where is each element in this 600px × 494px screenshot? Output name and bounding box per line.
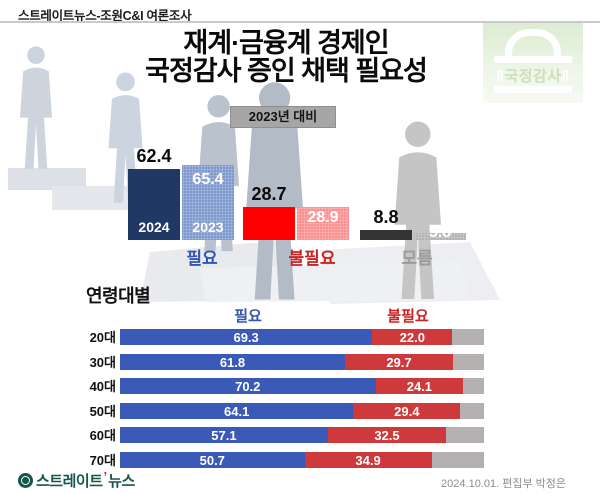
segment-need-value: 57.1 — [211, 427, 237, 443]
segment-need: 70.2 — [120, 378, 376, 394]
age-bar-20대: 69.3 22.0 — [120, 329, 484, 345]
segment-noneed: 34.9 — [304, 452, 432, 468]
segment-need-value: 70.2 — [235, 378, 261, 394]
segment-noneed-value: 29.4 — [394, 403, 420, 419]
logo-text-2: 뉴스 — [108, 473, 135, 490]
age-row-20대: 20대 69.3 22.0 — [0, 329, 600, 346]
segment-need: 64.1 — [120, 403, 354, 419]
age-label-50대: 50대 — [89, 404, 116, 419]
value-2023-3: 5.8 — [428, 224, 452, 241]
category-label-3: 모름 — [401, 249, 433, 268]
segment-noneed-value: 34.9 — [355, 452, 381, 468]
title-line-1: 재계·금융계 경제인 — [183, 28, 389, 58]
value-2024-3: 8.8 — [373, 207, 399, 227]
age-label-20대: 20대 — [89, 330, 116, 345]
gov-audit-stamp: ‖국정감사‖ — [483, 23, 583, 103]
title-line-2: 국정감사 증인 채택 필요성 — [145, 56, 428, 86]
logo-tick-icon: ’ — [103, 469, 108, 484]
segment-need-value: 69.3 — [233, 329, 259, 345]
segment-noneed-value: 24.1 — [406, 378, 433, 394]
year-label-2024: 2024 — [138, 219, 170, 235]
stamp-text: 국정감사 — [504, 68, 562, 85]
value-2024-1: 62.4 — [136, 146, 172, 166]
stamp-bottom-bar — [494, 86, 572, 93]
logo-text-1: 스트레이트 — [36, 473, 103, 490]
age-bar-50대: 64.1 29.4 — [120, 403, 484, 419]
category-label-1: 필요 — [186, 249, 218, 268]
age-bar-30대: 61.8 29.7 — [120, 354, 484, 370]
segment-need-value: 64.1 — [224, 403, 250, 419]
age-label-70대: 70대 — [89, 453, 116, 468]
bar-2023-1 — [182, 165, 234, 240]
age-label-30대: 30대 — [89, 355, 116, 370]
column-header-need: 필요 — [234, 308, 262, 325]
pillar-icon: ‖ — [496, 68, 505, 85]
bar-2024-1 — [128, 169, 180, 240]
age-row-30대: 30대 61.8 29.7 — [0, 354, 600, 371]
segment-rest — [453, 354, 484, 370]
segment-noneed-value: 29.7 — [386, 354, 412, 370]
stamp-top-bar — [494, 56, 572, 63]
segment-noneed: 22.0 — [372, 329, 453, 345]
segment-noneed-value: 32.5 — [374, 427, 400, 443]
segment-rest — [460, 403, 484, 419]
segment-noneed: 29.7 — [344, 354, 454, 370]
age-bar-70대: 50.7 34.9 — [120, 452, 484, 468]
year-label-2023: 2023 — [192, 219, 224, 235]
segment-rest — [446, 427, 484, 443]
age-label-40대: 40대 — [89, 379, 116, 394]
segment-need-value: 61.8 — [219, 354, 246, 370]
masthead-divider — [0, 21, 600, 23]
column-header-noneed: 불필요 — [387, 308, 429, 325]
logo-globe-icon — [18, 473, 33, 488]
category-label-2: 불필요 — [288, 249, 336, 268]
age-row-40대: 40대 70.2 24.1 — [0, 378, 600, 395]
credit-line: 2024.10.01. 편집부 박정은 — [441, 478, 566, 490]
pillar-icon: ‖ — [561, 68, 570, 85]
segment-noneed: 32.5 — [327, 427, 447, 443]
age-bar-40대: 70.2 24.1 — [120, 378, 484, 394]
segment-need: 50.7 — [120, 452, 305, 468]
masthead-source: 스트레이트뉴스-조원C&I 여론조사 — [18, 9, 192, 23]
age-label-60대: 60대 — [89, 428, 116, 443]
age-row-70대: 70대 50.7 34.9 — [0, 452, 600, 469]
value-2023-1: 65.4 — [192, 171, 224, 188]
segment-noneed: 24.1 — [375, 378, 464, 394]
age-chart-heading: 연령대별 — [86, 286, 151, 306]
segment-rest — [452, 329, 484, 345]
segment-need-value: 50.7 — [199, 452, 225, 468]
segment-noneed-value: 22.0 — [399, 329, 425, 345]
age-row-50대: 50대 64.1 29.4 — [0, 403, 600, 420]
globe-ring — [21, 476, 30, 485]
segment-rest — [431, 452, 484, 468]
value-2024-2: 28.7 — [251, 184, 287, 204]
bar-2023-2 — [297, 207, 349, 240]
assembly-dome-icon — [505, 29, 561, 57]
segment-need: 61.8 — [120, 354, 345, 370]
segment-rest — [463, 378, 484, 394]
bar-2024-2 — [243, 207, 295, 240]
bar-2023-3 — [414, 233, 466, 240]
comparison-badge: 2023년 대비 — [230, 106, 336, 128]
segment-need: 69.3 — [120, 329, 373, 345]
segment-need: 57.1 — [120, 427, 328, 443]
age-row-60대: 60대 57.1 32.5 — [0, 427, 600, 444]
news-logo: 스트레이트’ 뉴스 — [18, 469, 135, 491]
segment-noneed: 29.4 — [353, 403, 461, 419]
age-bar-60대: 57.1 32.5 — [120, 427, 484, 443]
stamp-label-row: ‖국정감사‖ — [483, 65, 583, 86]
value-2023-2: 28.9 — [307, 209, 339, 226]
page-title: 재계·금융계 경제인 국정감사 증인 채택 필요성 — [0, 29, 572, 85]
bar-2024-3 — [360, 230, 412, 240]
